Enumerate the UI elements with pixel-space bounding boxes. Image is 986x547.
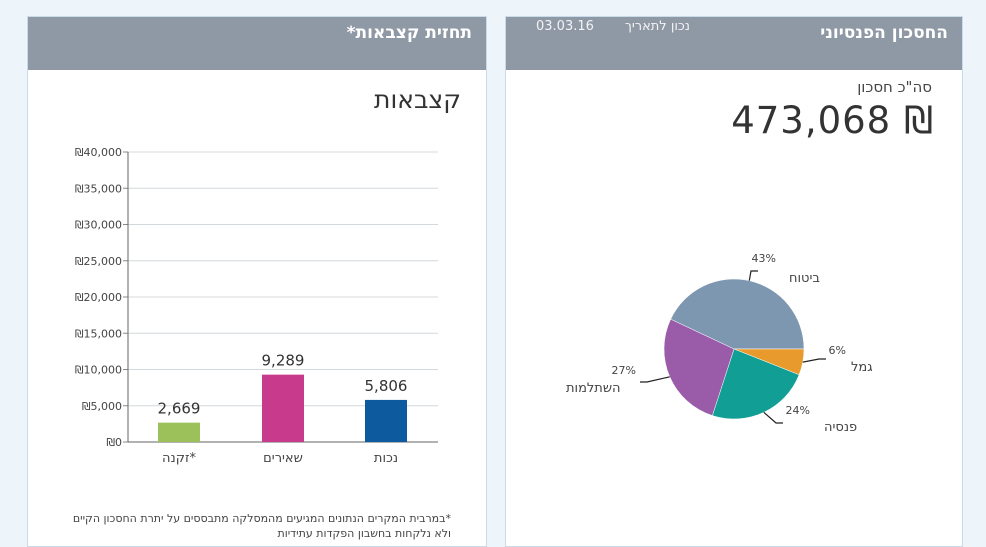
bar-2 bbox=[262, 374, 304, 442]
pension-forecast-panel: תחזית קצבאות* קצבאות ₪0 ₪5,000 ₪10,000 ₪15,… bbox=[27, 16, 487, 547]
y-tick-label: ₪15,000 bbox=[75, 327, 122, 340]
x-category-label: *זקנה bbox=[162, 451, 196, 466]
footnote: *במרבית המקרים הנתונים המגיעים מהמסלקה מ… bbox=[41, 511, 451, 541]
y-tick-label: ₪40,000 bbox=[75, 146, 122, 159]
pie-slice-name: גמל bbox=[851, 360, 873, 375]
pie-leader-line bbox=[640, 376, 670, 383]
pie-slice-name: השתלמות bbox=[566, 381, 621, 396]
bar-value-label: 2,669 bbox=[158, 400, 201, 418]
bar-3 bbox=[365, 399, 407, 442]
pension-savings-header: החסכון הפנסיוני נכון לתאריך 03.03.16 bbox=[506, 17, 962, 70]
pie-leader-line bbox=[763, 411, 783, 424]
pension-forecast-title: תחזית קצבאות* bbox=[346, 23, 472, 43]
footnote-line-2: ולא נלקחות בחשבון הפקדות עתידיות bbox=[277, 527, 451, 540]
footnote-line-1: *במרבית המקרים הנתונים המגיעים מהמסלקה מ… bbox=[72, 512, 451, 525]
bar-value-label: 5,806 bbox=[365, 377, 408, 395]
y-tick-label: ₪5,000 bbox=[82, 400, 122, 413]
pensions-chart-heading: קצבאות bbox=[374, 85, 461, 114]
pie-slice-name: פנסיה bbox=[824, 420, 857, 435]
pie-slice-3 bbox=[712, 348, 800, 420]
y-tick-label: ₪35,000 bbox=[75, 182, 122, 195]
y-tick-label: ₪0 bbox=[106, 436, 122, 449]
y-tick-label: ₪25,000 bbox=[75, 255, 122, 268]
pension-savings-title: החסכון הפנסיוני bbox=[820, 23, 948, 43]
x-category-label: נכות bbox=[374, 451, 398, 466]
pie-percent-label: 27% bbox=[612, 364, 636, 377]
date-value: 03.03.16 bbox=[536, 19, 594, 34]
y-tick-label: ₪20,000 bbox=[75, 291, 122, 304]
bar-value-label: 9,289 bbox=[262, 352, 305, 370]
x-category-label: שאירים bbox=[263, 451, 303, 466]
y-tick-label: ₪10,000 bbox=[75, 364, 122, 377]
total-savings-value: 473,068 ₪ bbox=[731, 99, 934, 142]
date-label: נכון לתאריך bbox=[624, 19, 690, 34]
pension-savings-panel: החסכון הפנסיוני נכון לתאריך 03.03.16 סה"… bbox=[505, 16, 963, 547]
pie-slice-name: ביטוח bbox=[789, 271, 820, 286]
pensions-bar-chart: ₪0 ₪5,000 ₪10,000 ₪15,000 ₪20,000 ₪25,000 ₪30,… bbox=[75, 146, 438, 466]
y-tick-label: ₪30,000 bbox=[75, 219, 122, 232]
pie-percent-label: 24% bbox=[786, 404, 810, 417]
pension-forecast-header: תחזית קצבאות* bbox=[28, 17, 486, 70]
savings-pie-chart: 43% ביטוח 6% גמל 24% פנסיה 27% השתלמות bbox=[566, 252, 873, 435]
pie-leader-line bbox=[748, 270, 758, 281]
total-savings-label: סה"כ חסכון bbox=[857, 78, 932, 96]
pie-percent-label: 43% bbox=[752, 252, 776, 265]
pie-leader-line bbox=[802, 358, 826, 363]
bar-1 bbox=[158, 422, 200, 442]
pie-percent-label: 6% bbox=[829, 344, 846, 357]
